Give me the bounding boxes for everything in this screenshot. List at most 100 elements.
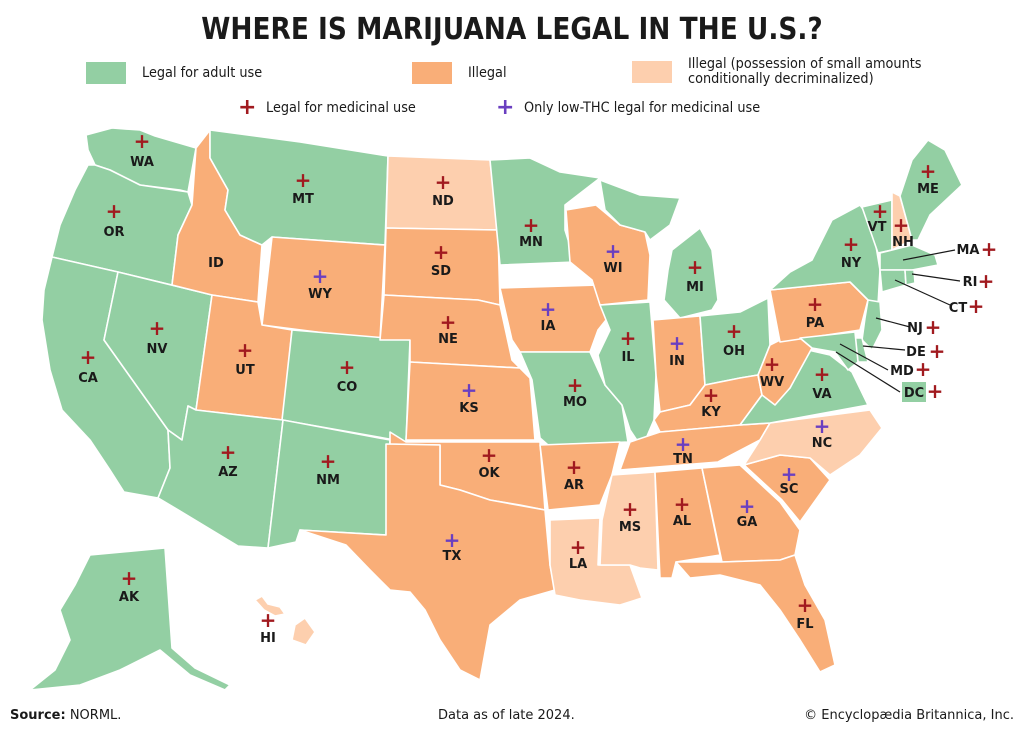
- svg-text:+: +: [915, 357, 932, 381]
- state-mn[interactable]: [489, 157, 601, 266]
- svg-text:IN: IN: [669, 354, 685, 369]
- svg-text:+: +: [567, 373, 584, 397]
- svg-text:AR: AR: [564, 478, 584, 493]
- svg-text:OH: OH: [723, 344, 745, 359]
- state-hi-islands[interactable]: [254, 595, 286, 617]
- svg-text:+: +: [797, 593, 814, 617]
- svg-text:+: +: [674, 492, 691, 516]
- page-title: WHERE IS MARIJUANA LEGAL IN THE U.S.?: [201, 12, 823, 47]
- svg-text:+: +: [523, 213, 540, 237]
- state-nj[interactable]: [861, 299, 883, 351]
- svg-text:WY: WY: [308, 287, 332, 302]
- svg-text:PA: PA: [806, 316, 824, 331]
- svg-text:+: +: [605, 239, 622, 263]
- svg-text:+: +: [764, 352, 781, 376]
- svg-text:+: +: [927, 379, 944, 403]
- state-mt[interactable]: [209, 129, 389, 246]
- plus-icon-low-thc: +: [496, 95, 515, 120]
- legend-label: Only low-THC legal for medicinal use: [524, 99, 761, 116]
- legend-label: Illegal (possession of small amounts cond…: [688, 56, 922, 87]
- svg-text:+: +: [433, 240, 450, 264]
- state-ak[interactable]: [29, 547, 231, 691]
- svg-text:+: +: [481, 443, 498, 467]
- svg-text:MD: MD: [890, 364, 914, 379]
- svg-text:VA: VA: [812, 387, 831, 402]
- svg-text:WA: WA: [130, 155, 154, 170]
- svg-text:+: +: [920, 159, 937, 183]
- state-md[interactable]: [799, 331, 859, 371]
- svg-text:+: +: [872, 199, 889, 223]
- svg-text:+: +: [435, 170, 452, 194]
- svg-text:+: +: [149, 316, 166, 340]
- svg-text:+: +: [312, 264, 329, 288]
- svg-text:+: +: [726, 319, 743, 343]
- dc-label-bg: [902, 382, 926, 402]
- legend-label: Legal for medicinal use: [266, 99, 417, 116]
- legend-swatch-legal-adult: [86, 62, 126, 84]
- svg-text:+: +: [540, 297, 557, 321]
- svg-text:MO: MO: [563, 395, 587, 410]
- svg-text:+: +: [570, 535, 587, 559]
- svg-text:NC: NC: [812, 436, 832, 451]
- svg-text:LA: LA: [569, 557, 587, 572]
- state-mi[interactable]: [599, 179, 681, 241]
- svg-text:ID: ID: [208, 256, 224, 271]
- svg-text:+: +: [843, 232, 860, 256]
- svg-text:AL: AL: [673, 514, 691, 529]
- state-mo[interactable]: [519, 351, 629, 446]
- source-value: NORML.: [69, 708, 122, 723]
- state-tx[interactable]: [299, 443, 556, 681]
- svg-text:NM: NM: [316, 473, 340, 488]
- svg-text:+: +: [814, 362, 831, 386]
- state-shapes: [29, 127, 963, 691]
- legend-label: Legal for adult use: [142, 64, 263, 81]
- svg-text:+: +: [620, 326, 637, 350]
- svg-text:MS: MS: [619, 520, 641, 535]
- callout-lines: [835, 249, 961, 393]
- svg-text:KS: KS: [459, 401, 478, 416]
- legend-item-legal-adult: Legal for adult use: [86, 62, 273, 84]
- legend-label: Illegal: [468, 64, 507, 81]
- svg-text:RI: RI: [963, 275, 978, 290]
- svg-text:+: +: [703, 383, 720, 407]
- svg-text:+: +: [320, 449, 337, 473]
- svg-text:+: +: [339, 355, 356, 379]
- svg-text:+: +: [739, 494, 756, 518]
- svg-text:+: +: [237, 338, 254, 362]
- state-mi-lower[interactable]: [663, 227, 719, 319]
- svg-text:OR: OR: [103, 225, 124, 240]
- svg-text:KY: KY: [701, 405, 721, 420]
- svg-text:WI: WI: [603, 261, 622, 276]
- svg-text:WV: WV: [760, 375, 784, 390]
- svg-text:VT: VT: [868, 220, 887, 235]
- state-nc[interactable]: [743, 409, 883, 476]
- svg-text:+: +: [220, 440, 237, 464]
- svg-text:+: +: [781, 462, 798, 486]
- svg-text:+: +: [807, 292, 824, 316]
- state-ks[interactable]: [405, 361, 536, 441]
- svg-text:+: +: [440, 310, 457, 334]
- state-wi[interactable]: [565, 204, 651, 306]
- state-hi[interactable]: [291, 617, 316, 646]
- svg-text:NY: NY: [841, 256, 862, 271]
- svg-text:GA: GA: [737, 515, 758, 530]
- legend-item-decriminalized: Illegal (possession of small amounts cond…: [632, 57, 942, 87]
- svg-text:MA: MA: [957, 243, 980, 258]
- svg-text:NV: NV: [147, 342, 168, 357]
- state-me[interactable]: [899, 139, 963, 241]
- state-ri[interactable]: [904, 269, 916, 286]
- state-fl[interactable]: [675, 554, 836, 673]
- svg-text:ND: ND: [432, 194, 454, 209]
- state-la[interactable]: [549, 517, 643, 606]
- svg-text:+: +: [925, 315, 942, 339]
- state-ar[interactable]: [539, 441, 621, 511]
- svg-text:+: +: [566, 455, 583, 479]
- svg-text:AZ: AZ: [218, 465, 238, 480]
- data-date-note: Data as of late 2024.: [438, 708, 575, 723]
- state-ct[interactable]: [879, 269, 907, 293]
- legend-item-illegal: Illegal: [412, 62, 510, 84]
- svg-text:UT: UT: [235, 363, 255, 378]
- svg-text:+: +: [295, 168, 312, 192]
- svg-text:ME: ME: [917, 182, 939, 197]
- svg-text:+: +: [675, 432, 692, 456]
